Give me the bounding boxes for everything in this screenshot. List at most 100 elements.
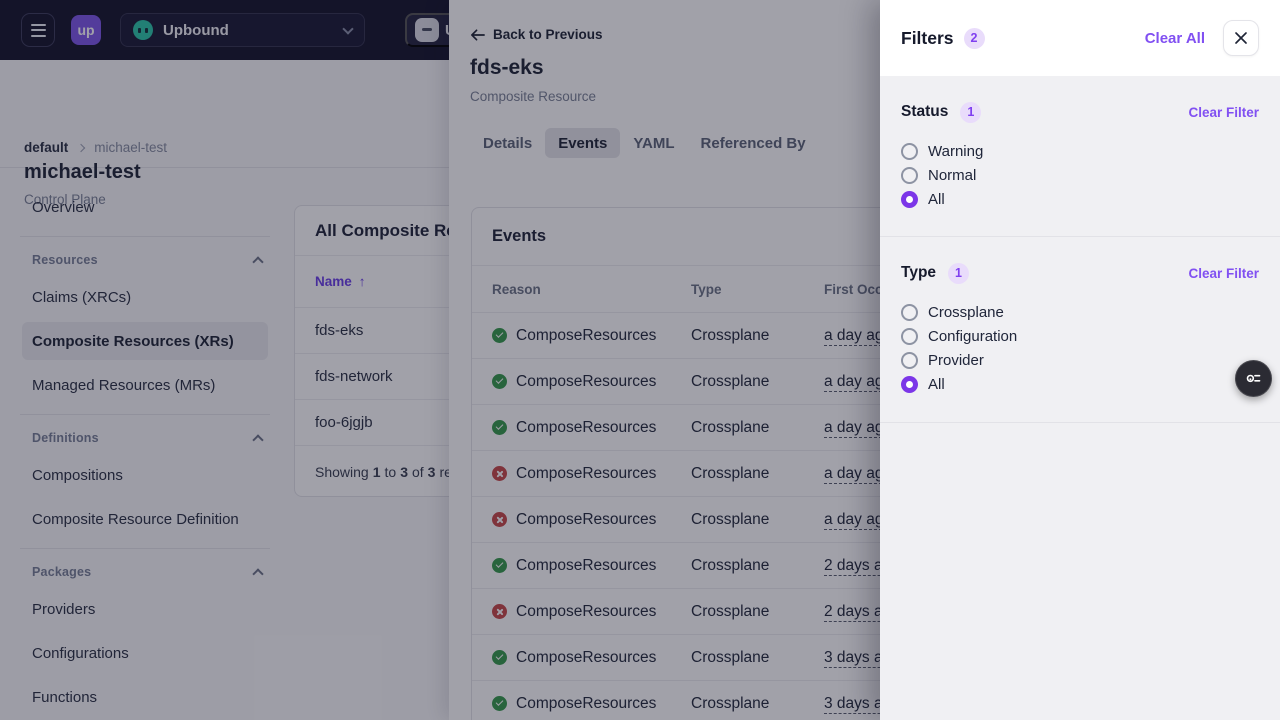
relative-time[interactable]: a day ago bbox=[824, 372, 893, 392]
sidebar-item-providers[interactable]: Providers bbox=[32, 600, 96, 618]
filter-option-configuration[interactable]: Configuration bbox=[901, 324, 1259, 348]
back-to-previous-link[interactable]: Back to Previous bbox=[470, 27, 603, 42]
status-error-icon bbox=[492, 604, 507, 619]
relative-time[interactable]: a day ago bbox=[824, 510, 893, 530]
section-count-badge: 1 bbox=[948, 262, 970, 284]
event-reason: ComposeResources bbox=[516, 694, 657, 712]
page-title: michael-test bbox=[24, 161, 141, 183]
event-row[interactable]: ComposeResources Crossplane a day ago bbox=[472, 359, 1248, 405]
sidebar-section-resources[interactable]: Resources bbox=[32, 245, 264, 275]
option-label: Normal bbox=[928, 166, 977, 184]
event-type: Crossplane bbox=[691, 602, 770, 620]
sidebar-item-managed-resources-mrs[interactable]: Managed Resources (MRs) bbox=[32, 376, 216, 394]
event-row[interactable]: ComposeResources Crossplane a day ago bbox=[472, 451, 1248, 497]
sidebar-item-overview[interactable]: Overview bbox=[32, 198, 95, 216]
filter-option-warning[interactable]: Warning bbox=[901, 139, 1259, 163]
back-arrow-icon bbox=[471, 28, 485, 41]
overlay-backdrop[interactable] bbox=[0, 0, 880, 720]
divider bbox=[20, 414, 270, 415]
sidebar-item-composite-resources-xrs[interactable]: Composite Resources (XRs) bbox=[22, 322, 268, 360]
workspace-dropdown[interactable]: Upbound bbox=[120, 13, 365, 47]
event-type: Crossplane bbox=[691, 510, 770, 528]
event-reason: ComposeResources bbox=[516, 510, 657, 528]
close-filters-button[interactable] bbox=[1223, 20, 1259, 56]
section-title: Type bbox=[901, 264, 937, 281]
event-row[interactable]: ComposeResources Crossplane a day ago bbox=[472, 497, 1248, 543]
filters-count-badge: 2 bbox=[963, 27, 985, 49]
detail-tabs: Details Events YAML Referenced By bbox=[470, 128, 819, 158]
relative-time[interactable]: a day ago bbox=[824, 326, 893, 346]
section-count-badge: 1 bbox=[960, 101, 982, 123]
clear-all-button[interactable]: Clear All bbox=[1144, 29, 1205, 47]
section-title: Resources bbox=[32, 253, 98, 267]
event-reason: ComposeResources bbox=[516, 464, 657, 482]
event-type: Crossplane bbox=[691, 464, 770, 482]
relative-time[interactable]: a day ago bbox=[824, 418, 893, 438]
status-success-icon bbox=[492, 374, 507, 389]
status-success-icon bbox=[492, 696, 507, 711]
breadcrumb: default michael-test bbox=[24, 140, 167, 155]
radio-icon[interactable] bbox=[901, 375, 918, 393]
radio-icon[interactable] bbox=[901, 142, 918, 160]
clear-filter-button[interactable]: Clear Filter bbox=[1188, 104, 1259, 120]
event-row[interactable]: ComposeResources Crossplane a day ago bbox=[472, 313, 1248, 359]
relative-time[interactable]: a day ago bbox=[824, 464, 893, 484]
page-subtitle: Control Plane bbox=[24, 192, 106, 207]
menu-button[interactable] bbox=[21, 13, 55, 47]
event-row[interactable]: ComposeResources Crossplane 2 days ago bbox=[472, 543, 1248, 589]
tab-referenced-by[interactable]: Referenced By bbox=[700, 134, 806, 152]
option-label: Warning bbox=[928, 142, 984, 160]
status-success-icon bbox=[492, 420, 507, 435]
event-reason: ComposeResources bbox=[516, 372, 657, 390]
column-type: Type bbox=[691, 281, 722, 297]
status-success-icon bbox=[492, 328, 507, 343]
workspace-label: Upbound bbox=[163, 21, 229, 39]
section-title: Definitions bbox=[32, 431, 99, 445]
status-success-icon bbox=[492, 558, 507, 573]
radio-icon[interactable] bbox=[901, 327, 918, 345]
sidebar-item-compositions[interactable]: Compositions bbox=[32, 466, 123, 484]
clear-filter-button[interactable]: Clear Filter bbox=[1188, 265, 1259, 281]
radio-icon[interactable] bbox=[901, 190, 918, 208]
sidebar-item-configurations[interactable]: Configurations bbox=[32, 644, 129, 662]
radio-icon[interactable] bbox=[901, 303, 918, 321]
filter-option-all-status[interactable]: All bbox=[901, 187, 1259, 211]
filters-panel: Filters 2 Clear All Status 1 Clear Filte… bbox=[880, 0, 1280, 720]
filter-section-type: Type 1 Clear Filter Crossplane Configura… bbox=[880, 237, 1280, 423]
sidebar-item-claims-xrcs[interactable]: Claims (XRCs) bbox=[32, 288, 132, 306]
upbound-logo[interactable]: up bbox=[71, 15, 101, 45]
sidebar-section-packages[interactable]: Packages bbox=[32, 557, 264, 587]
filters-title: Filters bbox=[901, 27, 954, 48]
event-reason: ComposeResources bbox=[516, 556, 657, 574]
radio-icon[interactable] bbox=[901, 351, 918, 369]
event-row[interactable]: ComposeResources Crossplane a day ago bbox=[472, 405, 1248, 451]
event-type: Crossplane bbox=[691, 372, 770, 390]
filters-toggle-fab[interactable] bbox=[1235, 360, 1272, 397]
upbound-mark-icon bbox=[133, 20, 153, 40]
breadcrumb-root[interactable]: default bbox=[24, 140, 69, 155]
option-label: Crossplane bbox=[928, 303, 1004, 321]
filter-option-normal[interactable]: Normal bbox=[901, 163, 1259, 187]
tab-events[interactable]: Events bbox=[545, 128, 621, 158]
sidebar-section-definitions[interactable]: Definitions bbox=[32, 423, 264, 453]
tab-details[interactable]: Details bbox=[483, 134, 533, 152]
filters-header: Filters 2 Clear All bbox=[880, 0, 1280, 76]
sidebar: Overview Resources Claims (XRCs) Composi… bbox=[0, 168, 290, 720]
section-title: Status bbox=[901, 103, 949, 120]
filter-option-all-type[interactable]: All bbox=[901, 372, 1259, 396]
sidebar-item-composite-resource-definition[interactable]: Composite Resource Definition bbox=[32, 510, 239, 528]
filter-option-crossplane[interactable]: Crossplane bbox=[901, 300, 1259, 324]
event-type: Crossplane bbox=[691, 648, 770, 666]
radio-icon[interactable] bbox=[901, 166, 918, 184]
filter-section-status: Status 1 Clear Filter Warning Normal All bbox=[880, 76, 1280, 237]
column-reason: Reason bbox=[492, 281, 541, 297]
filter-option-provider[interactable]: Provider bbox=[901, 348, 1259, 372]
section-title: Packages bbox=[32, 565, 92, 579]
sidebar-item-functions[interactable]: Functions bbox=[32, 688, 98, 706]
event-type: Crossplane bbox=[691, 694, 770, 712]
tab-yaml[interactable]: YAML bbox=[633, 134, 675, 152]
account-avatar-icon bbox=[415, 18, 439, 42]
status-success-icon bbox=[492, 650, 507, 665]
column-label: Name bbox=[315, 274, 352, 289]
